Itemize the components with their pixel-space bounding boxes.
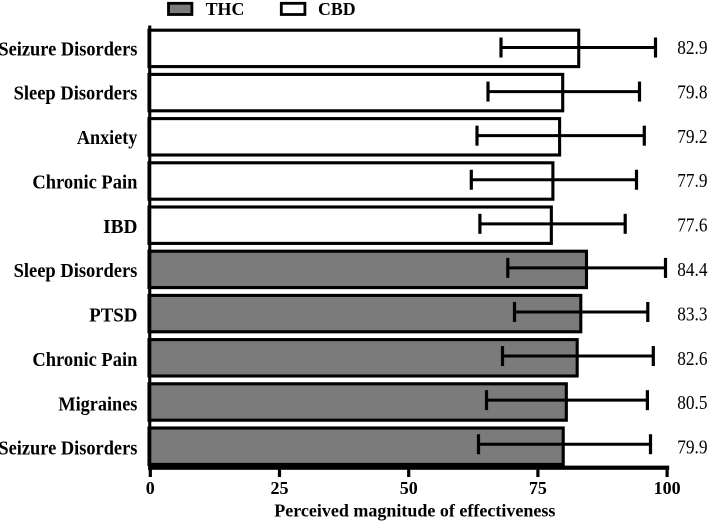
svg-text:50: 50	[400, 478, 418, 498]
svg-text:THC: THC	[206, 0, 245, 19]
svg-text:75: 75	[529, 478, 547, 498]
svg-text:79.2: 79.2	[677, 126, 707, 148]
svg-text:Perceived magnitude of effecti: Perceived magnitude of effectiveness	[274, 501, 555, 521]
svg-text:84.4: 84.4	[677, 259, 707, 281]
svg-text:82.6: 82.6	[677, 348, 707, 370]
svg-text:100: 100	[654, 478, 681, 498]
svg-text:80.5: 80.5	[677, 392, 707, 414]
svg-text:25: 25	[271, 478, 289, 498]
svg-text:79.9: 79.9	[677, 437, 707, 459]
svg-text:Seizure Disorders: Seizure Disorders	[0, 438, 138, 460]
svg-text:0: 0	[146, 478, 155, 498]
svg-text:CBD: CBD	[318, 0, 356, 19]
svg-text:83.3: 83.3	[677, 303, 707, 325]
svg-text:Seizure Disorders: Seizure Disorders	[0, 38, 138, 60]
svg-text:Migraines: Migraines	[58, 393, 137, 415]
svg-text:77.9: 77.9	[677, 170, 707, 192]
svg-text:Chronic Pain: Chronic Pain	[32, 171, 137, 193]
svg-text:77.6: 77.6	[677, 215, 707, 237]
svg-text:IBD: IBD	[103, 216, 137, 238]
svg-text:PTSD: PTSD	[89, 305, 137, 327]
svg-text:Anxiety: Anxiety	[77, 127, 138, 149]
svg-text:79.8: 79.8	[677, 81, 707, 103]
svg-text:Sleep Disorders: Sleep Disorders	[14, 83, 138, 105]
svg-text:Chronic Pain: Chronic Pain	[32, 349, 137, 371]
svg-text:82.9: 82.9	[677, 37, 707, 59]
svg-text:Sleep Disorders: Sleep Disorders	[14, 260, 138, 282]
